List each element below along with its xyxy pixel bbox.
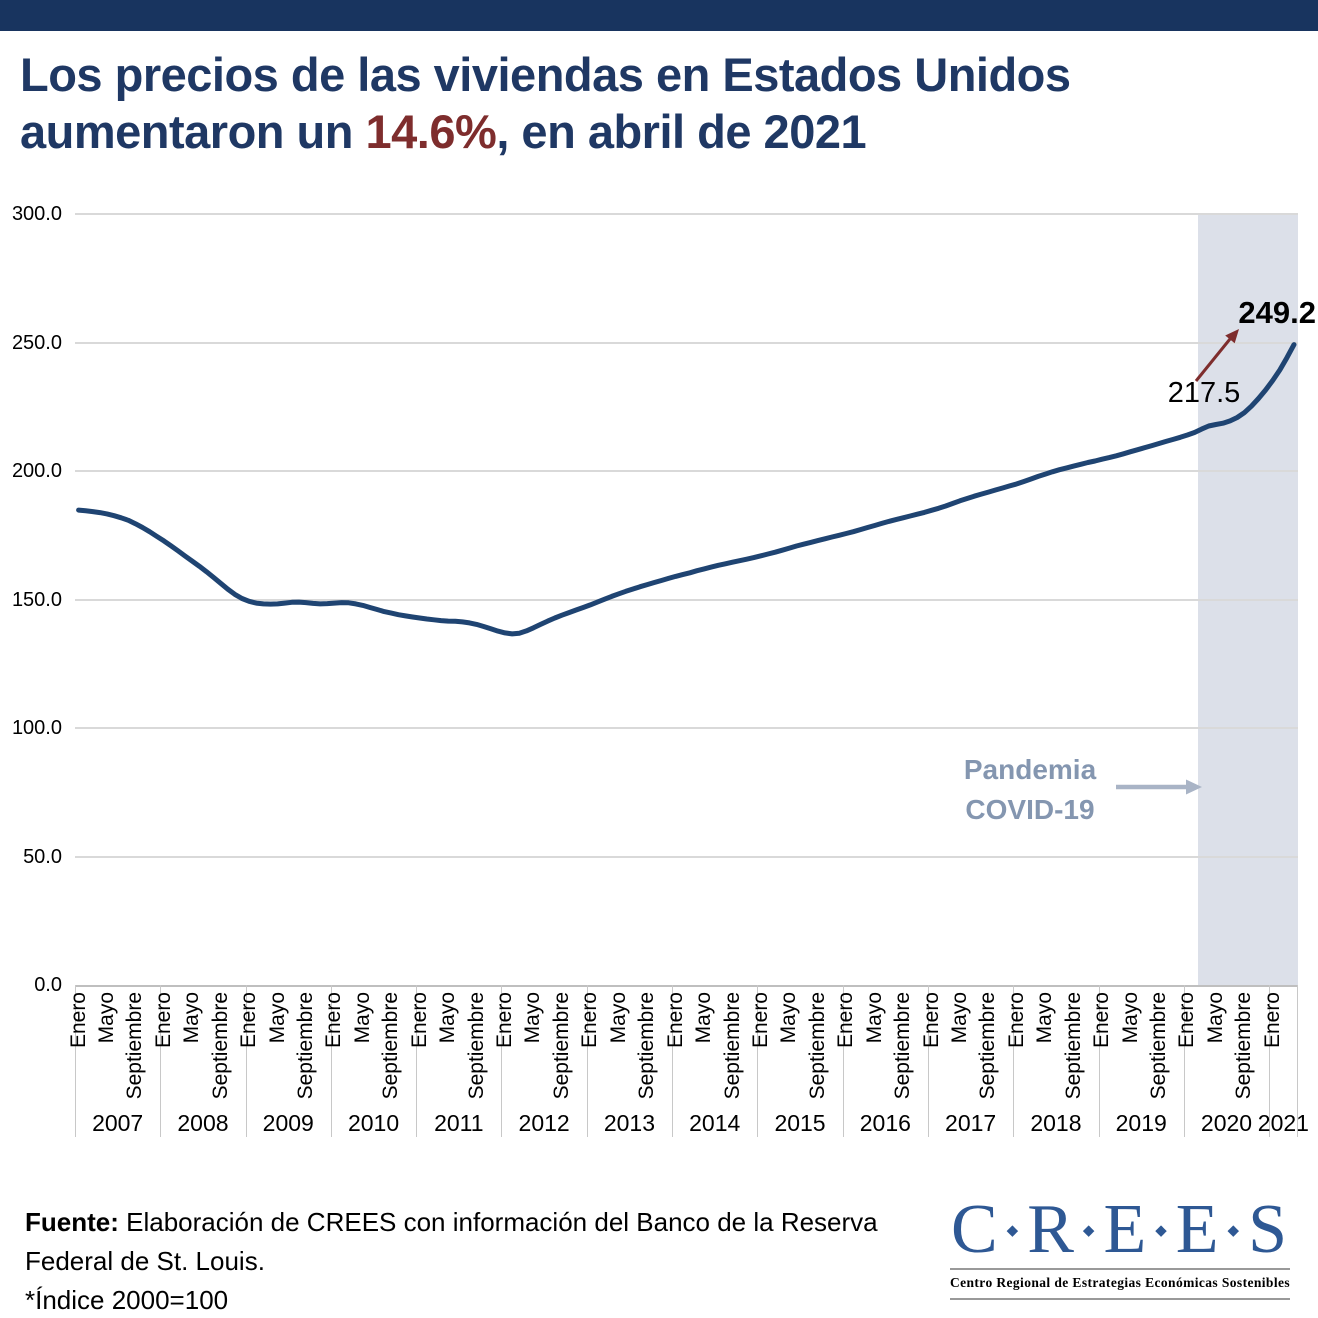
year-separator [245, 985, 247, 1137]
year-separator [1098, 985, 1100, 1137]
year-separator [330, 985, 332, 1137]
year-label-2008: 2008 [177, 1109, 229, 1136]
source-note: Fuente: Elaboración de CREES con informa… [25, 1203, 878, 1318]
year-separator [927, 985, 929, 1137]
logo-letter: R [1027, 1191, 1076, 1268]
top-accent-bar [0, 0, 1318, 31]
gridline-150 [75, 598, 1298, 601]
title-highlight-value: 14.6% [365, 105, 497, 158]
y-tick-label-250: 250.0 [11, 331, 62, 354]
y-tick-label-150: 150.0 [11, 588, 62, 611]
year-label-2016: 2016 [859, 1109, 911, 1136]
y-tick-label-300: 300.0 [11, 203, 62, 225]
title-line2-prefix: aumentaron un [20, 105, 366, 158]
page-title: Los precios de las viviendas en Estados … [20, 46, 1310, 160]
year-separator [757, 985, 759, 1137]
year-label-2013: 2013 [603, 1109, 656, 1136]
year-label-2009: 2009 [262, 1109, 314, 1136]
logo-letter: E [1175, 1191, 1221, 1268]
pandemic-label-line1: Pandemia [963, 754, 1097, 785]
x-axis-line [75, 985, 1298, 987]
logo-letter: S [1248, 1191, 1290, 1268]
year-label-2018: 2018 [1030, 1109, 1082, 1136]
price-index-line [76, 342, 1297, 637]
diamond-separator-icon: ◆ [1227, 1221, 1242, 1239]
pandemic-label: Pandemia COVID-19 [928, 750, 1132, 830]
year-separator [672, 985, 674, 1137]
logo-divider-bottom [950, 1297, 1290, 1300]
gridline-50 [75, 855, 1298, 858]
gridline-250 [75, 341, 1298, 344]
year-separator [501, 985, 503, 1137]
year-label-2010: 2010 [347, 1109, 400, 1136]
source-text: Elaboración de CREES con información del… [118, 1207, 878, 1237]
year-label-2007: 2007 [92, 1109, 144, 1136]
y-tick-label-200: 200.0 [11, 460, 62, 482]
title-line-2: aumentaron un 14.6%, en abril de 2021 [20, 103, 1310, 160]
gridline-100 [75, 727, 1298, 729]
year-label-2017: 2017 [945, 1109, 997, 1136]
logo-letter: E [1103, 1191, 1149, 1268]
year-separator [1296, 985, 1298, 1137]
source-line-1: Fuente: Elaboración de CREES con informa… [25, 1203, 878, 1242]
crees-logo-letters: C ◆ R ◆ E ◆ E ◆ S [948, 1194, 1292, 1266]
year-label-2019: 2019 [1115, 1109, 1167, 1136]
index-base-note: *Índice 2000=100 [25, 1285, 229, 1315]
year-label-2011: 2011 [434, 1109, 484, 1136]
year-separator [75, 985, 76, 1137]
crees-logo-tagline: Centro Regional de Estrategias Económica… [949, 1275, 1291, 1290]
diamond-separator-icon: ◆ [1155, 1221, 1169, 1239]
source-label: Fuente: [25, 1207, 119, 1237]
source-line-2: Federal de St. Louis. [25, 1246, 265, 1276]
increase-arrow-icon [1194, 329, 1239, 382]
pre-pandemic-value-annotation: 217.5 [1167, 377, 1241, 409]
pandemic-label-line2: COVID-19 [965, 794, 1095, 825]
gridline-300 [75, 213, 1298, 215]
y-tick-label-50: 50.0 [23, 845, 62, 868]
pandemic-pointer-arrow-icon [1116, 779, 1202, 795]
year-label-2020: 2020 [1200, 1109, 1253, 1136]
year-separator [586, 985, 588, 1137]
title-line2-suffix: , en abril de 2021 [496, 105, 867, 158]
diamond-separator-icon: ◆ [1082, 1221, 1097, 1239]
year-separator [160, 985, 162, 1137]
y-tick-label-100: 100.0 [11, 717, 62, 739]
latest-value-annotation: 249.2 [1238, 295, 1316, 330]
year-label-2014: 2014 [689, 1109, 741, 1136]
title-line-1: Los precios de las viviendas en Estados … [20, 48, 1071, 101]
year-separator [1183, 985, 1185, 1137]
logo-letter: C [950, 1191, 1000, 1268]
year-separator [842, 985, 844, 1137]
year-separator [1013, 985, 1015, 1137]
diamond-separator-icon: ◆ [1006, 1221, 1021, 1239]
gridline-200 [75, 470, 1298, 472]
crees-logo: C ◆ R ◆ E ◆ E ◆ S Centro Regional de Estrategias… [948, 1194, 1292, 1300]
logo-divider-top [950, 1268, 1290, 1270]
y-tick-label-0: 0.0 [34, 974, 62, 996]
year-separator [416, 985, 418, 1137]
year-label-2015: 2015 [774, 1109, 826, 1136]
year-separator [1269, 985, 1271, 1137]
year-label-2012: 2012 [518, 1109, 570, 1136]
